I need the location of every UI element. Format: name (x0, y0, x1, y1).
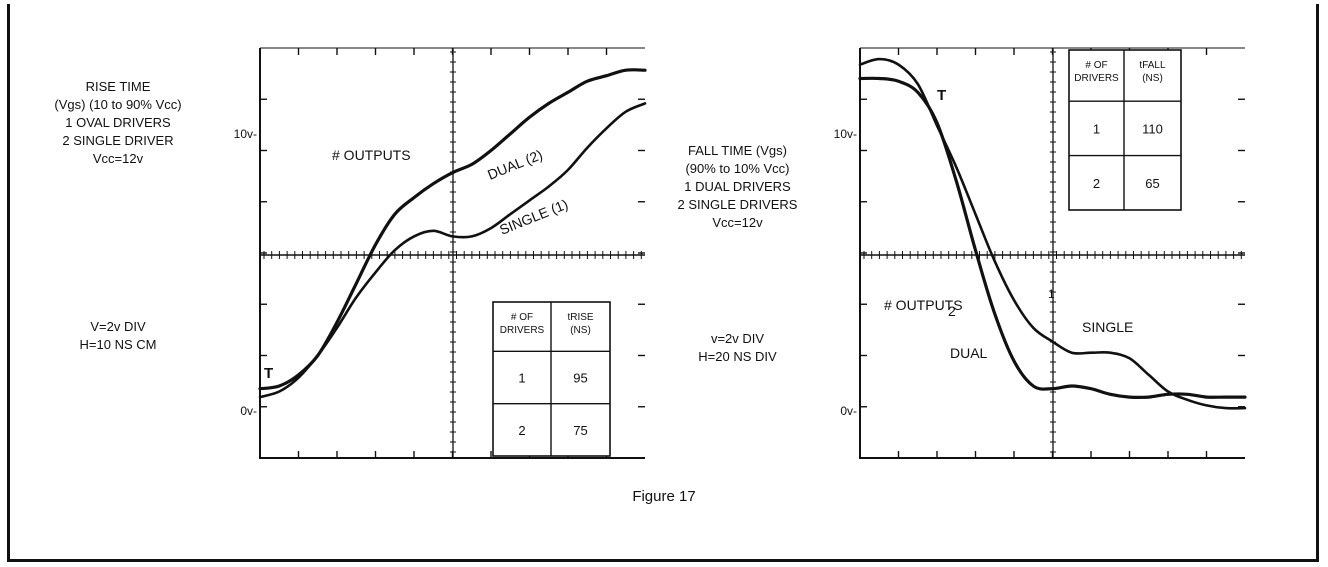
outputs-label: # OUTPUTS (332, 147, 411, 163)
series-label-single: SINGLE (1082, 319, 1133, 335)
fall-title-line: FALL TIME (Vgs) (688, 143, 787, 158)
table-cell-time: 95 (573, 370, 587, 385)
y-tick-label: 0v- (840, 404, 857, 418)
series-number-dual: 2 (948, 303, 956, 319)
graticule-frame (859, 48, 1245, 459)
table-header: # OF (1085, 60, 1107, 71)
table-header: DRIVERS (1074, 73, 1119, 84)
table-cell-drivers: 2 (518, 423, 525, 438)
rise-time-legend: RISE TIME (Vgs) (10 to 90% Vcc) 1 OVAL D… (18, 78, 218, 168)
rise-title-line: RISE TIME (85, 79, 151, 94)
fall-title-line: 2 SINGLE DRIVERS (677, 197, 798, 212)
rise-title-line: 1 OVAL DRIVERS (65, 115, 171, 130)
figure-caption: Figure 17 (632, 488, 696, 505)
table-cell-drivers: 1 (518, 370, 525, 385)
rise-title-line: 2 SINGLE DRIVER (62, 133, 174, 148)
fall-title-line: Vcc=12v (712, 215, 763, 230)
table-header: DRIVERS (500, 325, 545, 336)
table-header: tRISE (567, 312, 593, 323)
table-header: (NS) (570, 325, 591, 336)
y-tick-label: 10v- (834, 127, 857, 141)
fall-scale-line: v=2v DIV (710, 331, 765, 346)
table-header: (NS) (1142, 73, 1163, 84)
series-label-dual: DUAL (2) (485, 146, 545, 182)
trace-single-1 (258, 102, 647, 399)
series-label-dual: DUAL (950, 345, 988, 361)
fall-title-line: (90% to 10% Vcc) (685, 161, 790, 176)
table-header: # OF (511, 312, 533, 323)
table-header: tFALL (1139, 60, 1166, 71)
figure-frame (7, 4, 1319, 562)
fall-scale-note: v=2v DIV H=20 NS DIV (650, 330, 825, 366)
graticule-frame (259, 48, 645, 459)
table-cell-drivers: 2 (1093, 176, 1100, 191)
rise-title-line: (Vgs) (10 to 90% Vcc) (54, 97, 182, 112)
driver-table (1068, 49, 1182, 211)
fall-time-legend: FALL TIME (Vgs) (90% to 10% Vcc) 1 DUAL … (650, 142, 825, 232)
trigger-marker: T (264, 365, 273, 382)
table-cell-time: 65 (1145, 176, 1159, 191)
fall-scale-line: H=20 NS DIV (698, 349, 777, 364)
fall-title-line: 1 DUAL DRIVERS (684, 179, 791, 194)
table-cell-drivers: 1 (1093, 121, 1100, 136)
trigger-marker: T (937, 87, 946, 104)
rise-title-line: Vcc=12v (92, 151, 144, 166)
trace-single (858, 57, 1247, 410)
series-number-single: 1 (1048, 287, 1055, 301)
table-cell-time: 75 (573, 423, 587, 438)
table-cell-time: 110 (1142, 121, 1163, 136)
y-tick-label: 0v- (240, 404, 257, 418)
rise-scale-line: H=10 NS CM (79, 337, 157, 352)
outputs-label: # OUTPUTS (884, 297, 963, 313)
rise-scale-note: V=2v DIV H=10 NS CM (18, 318, 218, 354)
y-tick-label: 10v- (234, 127, 257, 141)
rise-scale-line: V=2v DIV (90, 319, 146, 334)
trace-dual (858, 76, 1247, 399)
